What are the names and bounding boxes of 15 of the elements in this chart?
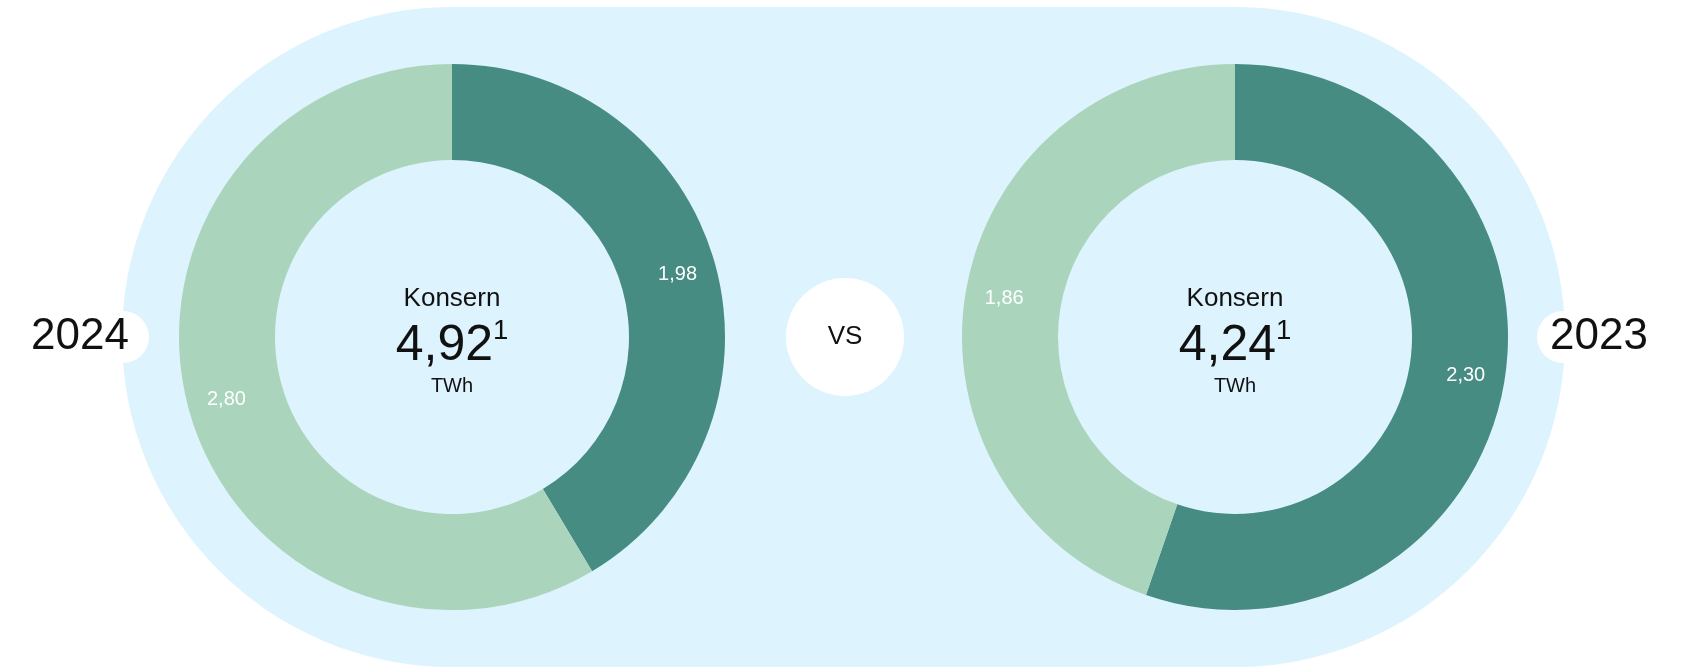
donut-slice	[1145, 64, 1508, 610]
data-label: 2,30	[1446, 362, 1486, 385]
text: 2024	[31, 308, 129, 358]
donut-slice	[179, 64, 593, 610]
text: 4,24$^{1}$	[1178, 313, 1292, 372]
text: Konsern	[1186, 281, 1284, 312]
text: 2023	[1550, 308, 1648, 358]
text: VS	[827, 319, 863, 350]
text: TWh	[1213, 374, 1257, 397]
text: 4,92$^{1}$	[395, 313, 509, 372]
data-label: 2,80	[206, 386, 246, 409]
data-label: 1,98	[658, 261, 698, 284]
text: Konsern	[403, 281, 501, 312]
text: TWh	[430, 374, 474, 397]
data-label: 1,86	[984, 285, 1024, 308]
